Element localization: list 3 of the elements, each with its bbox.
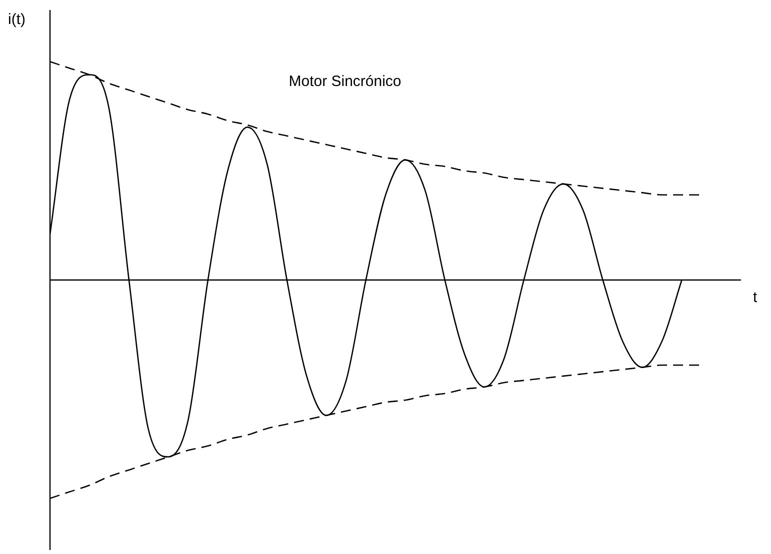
y-axis-title: i(t) — [8, 11, 26, 28]
x-axis-title: t — [753, 289, 758, 306]
text: Motor Sincrónico — [288, 73, 402, 90]
